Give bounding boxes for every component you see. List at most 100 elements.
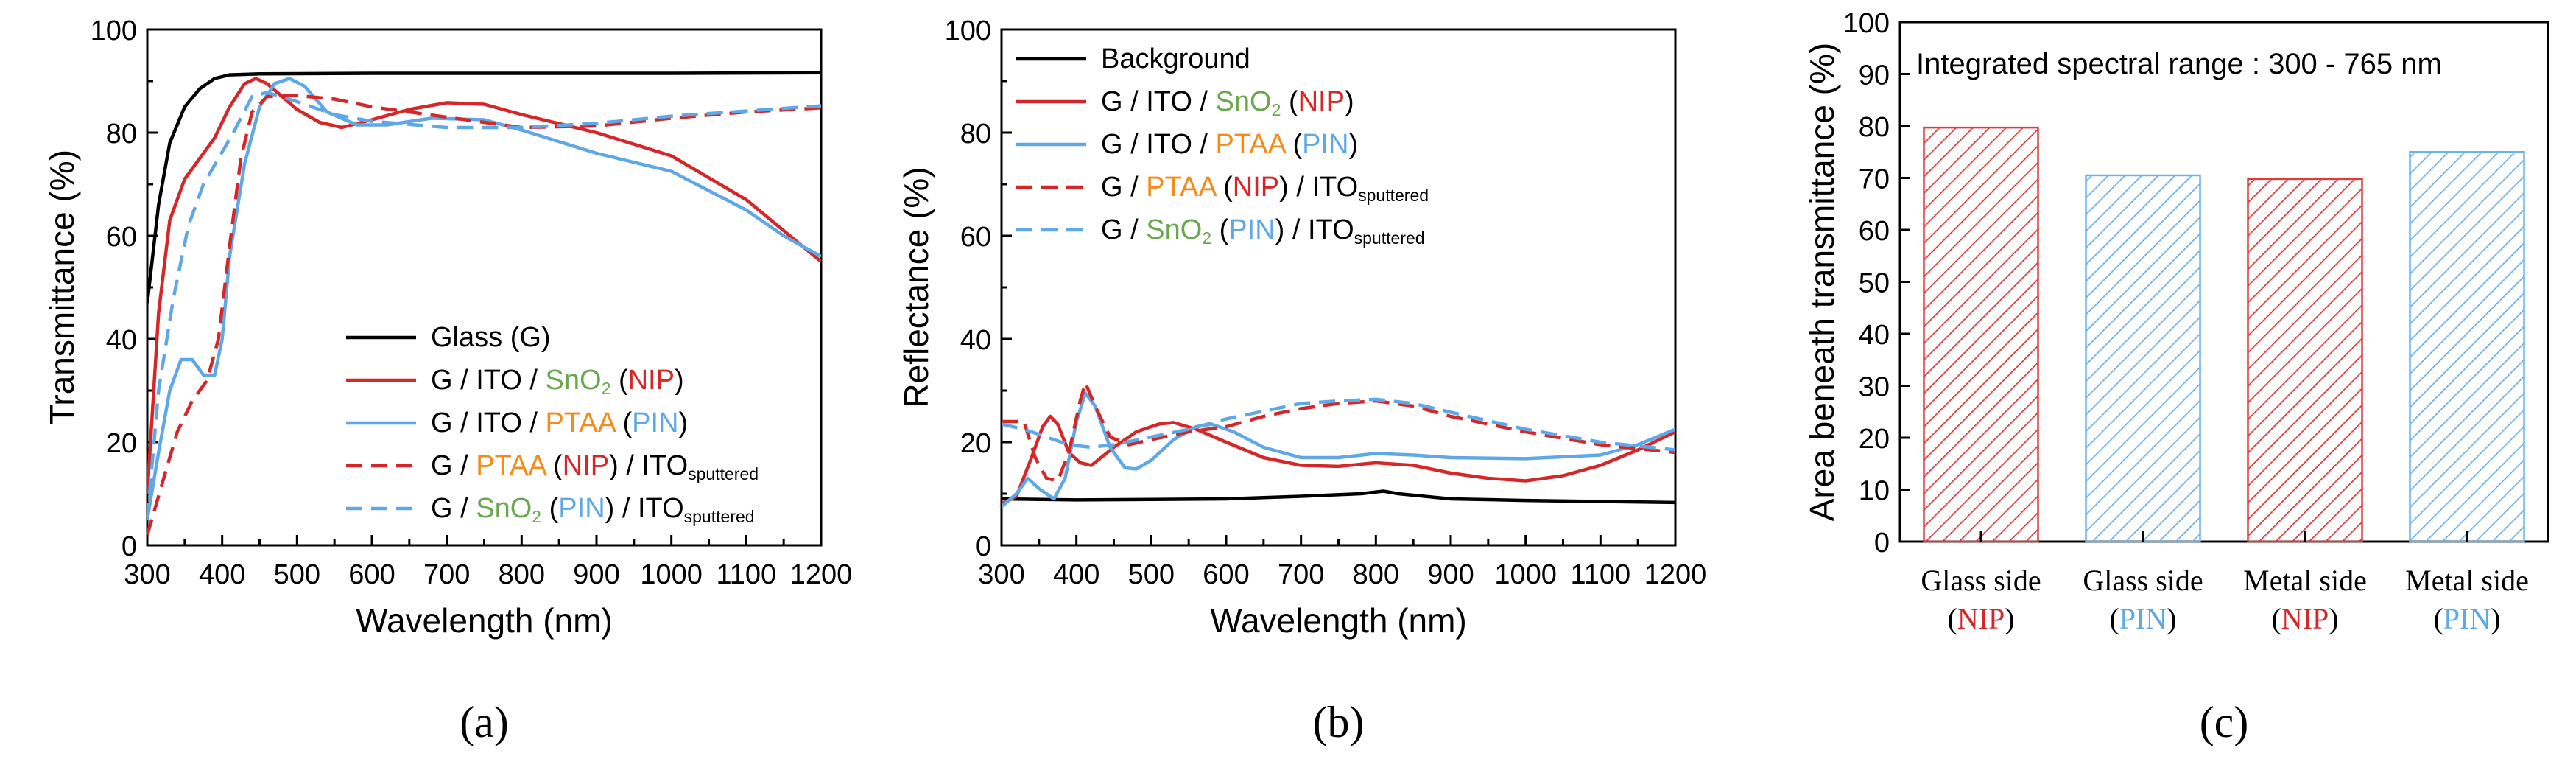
legend-text-part: sputtered (1354, 228, 1425, 248)
legend-text-part: ) / ITO (609, 450, 688, 481)
bar-0 (1923, 126, 2039, 543)
legend-entry-1: G / ITO / SnO2 (NIP) (431, 365, 684, 398)
y-axis-label: Transmittance (%) (43, 150, 81, 425)
x-tick-label: 1200 (1644, 559, 1707, 590)
legend-text-part: PIN (632, 408, 678, 438)
x-tick-label: 700 (1278, 559, 1324, 590)
legend-text-part: Glass (G) (431, 322, 551, 353)
legend-text-part: PIN (1302, 129, 1348, 160)
legend-text-part: SnO (1146, 214, 1202, 245)
bar-category-label: Metal side (2405, 564, 2529, 597)
legend-text-part: ( (1216, 172, 1234, 203)
y-tick-label: 60 (960, 222, 991, 253)
tag-paren: ( (2271, 602, 2281, 635)
range-annotation: Integrated spectral range : 300 - 765 nm (1916, 48, 2442, 80)
tag-paren: ) (2167, 602, 2176, 635)
x-axis-label: Wavelength (nm) (1210, 601, 1467, 640)
y-tick-label: 80 (960, 119, 991, 150)
legend-text-part: NIP (1298, 86, 1345, 117)
x-tick-label: 1000 (640, 559, 703, 590)
y-axis-label: Area beneath transmittance (%) (1803, 43, 1841, 521)
legend-text-part: 2 (1272, 100, 1281, 119)
legend-text-part: sputtered (688, 464, 759, 483)
legend-text-part: NIP (628, 365, 675, 396)
tag-paren: ( (2433, 602, 2443, 635)
legend-text-part: ( (546, 450, 563, 481)
legend-text-part: PTAA (1146, 172, 1217, 203)
x-tick-label: 1000 (1494, 559, 1557, 590)
legend-entry-0: Background (1101, 43, 1250, 74)
legend-text-part: 2 (532, 507, 541, 526)
legend-text-part: PTAA (546, 408, 617, 438)
y-tick-label: 0 (1874, 528, 1890, 559)
x-tick-label: 800 (1353, 559, 1399, 590)
legend-text-part: ( (1285, 129, 1303, 160)
y-axis-label: Reflectance (%) (897, 167, 935, 408)
panel-label: (c) (2200, 698, 2249, 746)
panel-b-reflectance-chart: 300 400 500 600 700 800 900 1000 1100 1200 0 20 40 60… (897, 15, 1706, 746)
legend-text-part: NIP (563, 450, 609, 481)
y-tick-label: 20 (1859, 424, 1890, 455)
legend-text-part: ) / ITO (1275, 214, 1354, 245)
y-tick-label: 10 (1859, 476, 1890, 507)
tag-text: NIP (1957, 602, 2005, 635)
x-tick-label: 1100 (716, 559, 776, 590)
legend-text-part: sputtered (1358, 186, 1429, 205)
y-tick-label: 60 (1859, 216, 1890, 247)
series-line-3 (147, 94, 821, 536)
tag-paren: ( (1947, 602, 1957, 635)
y-tick-label: 80 (106, 119, 137, 150)
tag-paren: ) (2491, 602, 2500, 635)
y-tick-label: 30 (1859, 372, 1890, 403)
bar-category-tag: (NIP) (1947, 602, 2014, 635)
series-line-0 (147, 71, 821, 304)
y-tick-label: 70 (1859, 164, 1890, 195)
legend-text-part: G / ITO / (431, 408, 546, 438)
legend-text-part: ( (1281, 86, 1298, 117)
y-tick-label: 40 (960, 325, 991, 356)
legend-text-part: G / ITO / (1101, 129, 1216, 160)
x-tick-label: 400 (1053, 559, 1099, 590)
y-tick-label: 100 (1843, 8, 1890, 39)
x-tick-label: 600 (348, 559, 395, 590)
legend-entry-4: G / SnO2 (PIN) / ITOsputtered (1101, 214, 1425, 248)
series-line-0 (1002, 489, 1675, 505)
legend-text-part: ) (678, 408, 688, 438)
legend-text-part: sputtered (684, 507, 755, 526)
x-tick-label: 500 (274, 559, 320, 590)
x-tick-label: 400 (199, 559, 245, 590)
legend-text-part: ( (615, 408, 633, 438)
panel-label: (b) (1313, 698, 1365, 746)
y-tick-label: 0 (976, 531, 991, 562)
legend-entry-3: G / PTAA (NIP) / ITOsputtered (1101, 172, 1429, 205)
x-tick-label: 600 (1203, 559, 1249, 590)
x-tick-label: 500 (1128, 559, 1175, 590)
bar-category-tag: (PIN) (2109, 602, 2176, 635)
x-tick-label: 900 (573, 559, 619, 590)
legend-text-part: G / ITO / (1101, 86, 1216, 117)
bar-category-label: Glass side (2083, 564, 2203, 597)
y-tick-label: 100 (91, 15, 137, 46)
legend-text-part: PTAA (476, 450, 547, 481)
legend-text-part: G / (1101, 214, 1146, 245)
y-tick-label: 80 (1859, 112, 1890, 143)
series-line-2 (1002, 391, 1675, 508)
series-line-2 (147, 77, 821, 520)
x-tick-label: 300 (124, 559, 170, 590)
tag-text: NIP (2281, 602, 2329, 635)
x-tick-label: 1100 (1570, 559, 1630, 590)
y-tick-label: 90 (1859, 60, 1890, 91)
legend-text-part: PTAA (1216, 129, 1287, 160)
legend-text-part: 2 (602, 379, 611, 398)
tag-paren: ) (2005, 602, 2014, 635)
legend-text-part: ) / ITO (1279, 172, 1358, 203)
x-tick-label: 1200 (790, 559, 853, 590)
x-tick-label: 700 (423, 559, 470, 590)
x-tick-label: 800 (499, 559, 545, 590)
y-tick-label: 40 (1859, 320, 1890, 351)
legend-text-part: PIN (558, 493, 605, 524)
panel-label: (a) (460, 698, 509, 746)
legend-text-part: ) / ITO (605, 493, 684, 524)
